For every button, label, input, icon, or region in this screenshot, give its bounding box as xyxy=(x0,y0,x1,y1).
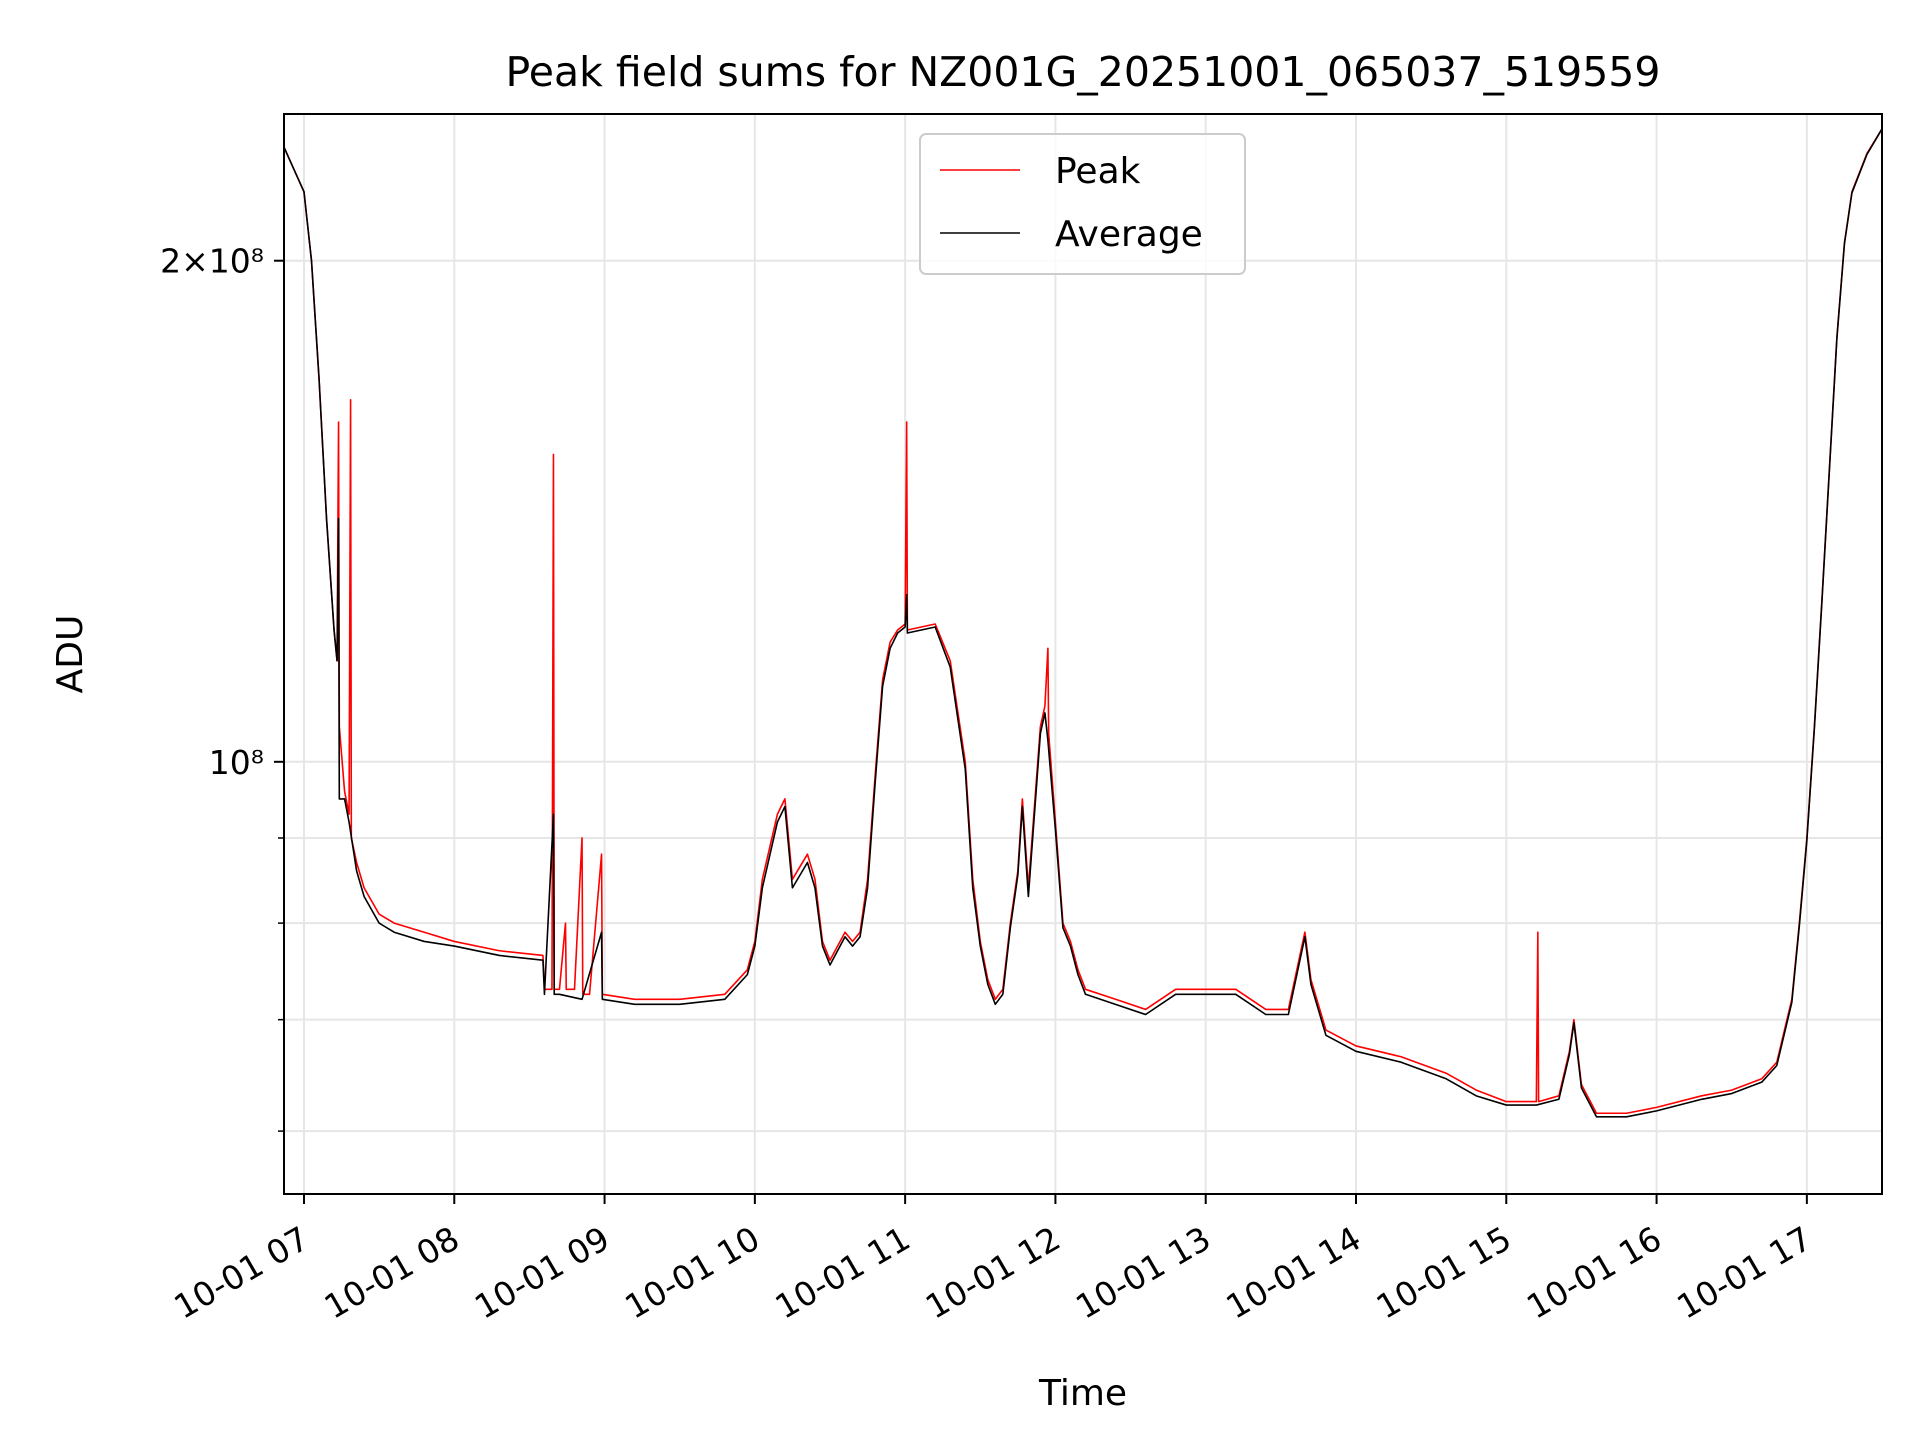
legend-label-average: Average xyxy=(1055,214,1203,255)
legend: Peak Average xyxy=(919,133,1246,275)
y-tick-label: 2×10⁸ xyxy=(160,242,264,281)
y-tick-label: 10⁸ xyxy=(209,743,264,782)
chart-title: Peak field sums for NZ001G_20251001_0650… xyxy=(506,48,1661,96)
legend-label-peak: Peak xyxy=(1055,151,1141,192)
legend-box xyxy=(919,133,1246,275)
x-axis-label: Time xyxy=(1038,1373,1127,1414)
grid-layer xyxy=(284,114,1882,1194)
y-axis-label: ADU xyxy=(50,615,91,694)
series-line-average xyxy=(283,128,1883,1118)
series-layer xyxy=(283,128,1883,1118)
plot-frame xyxy=(283,113,1883,1195)
